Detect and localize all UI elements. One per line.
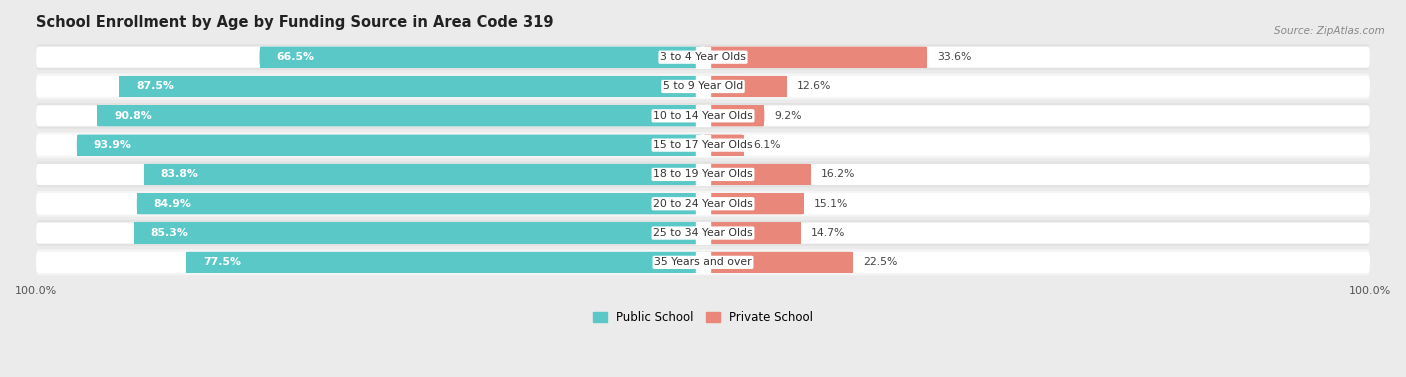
Bar	[260, 47, 703, 68]
FancyBboxPatch shape	[703, 105, 765, 126]
Text: School Enrollment by Age by Funding Source in Area Code 319: School Enrollment by Age by Funding Sour…	[37, 15, 554, 30]
Text: Source: ZipAtlas.com: Source: ZipAtlas.com	[1274, 26, 1385, 37]
FancyBboxPatch shape	[37, 132, 1369, 158]
FancyBboxPatch shape	[120, 76, 703, 97]
FancyBboxPatch shape	[37, 250, 1369, 275]
Text: 12.6%: 12.6%	[797, 81, 831, 92]
Text: 93.9%: 93.9%	[93, 140, 131, 150]
Bar	[703, 252, 853, 273]
FancyBboxPatch shape	[37, 76, 1369, 97]
Text: 15 to 17 Year Olds: 15 to 17 Year Olds	[654, 140, 752, 150]
FancyBboxPatch shape	[37, 164, 1369, 185]
Text: 16.2%: 16.2%	[821, 169, 855, 179]
FancyBboxPatch shape	[703, 164, 811, 185]
Text: 14.7%: 14.7%	[811, 228, 845, 238]
FancyBboxPatch shape	[37, 161, 1369, 187]
FancyBboxPatch shape	[37, 74, 1369, 100]
Bar	[703, 222, 801, 244]
FancyBboxPatch shape	[134, 222, 703, 244]
FancyBboxPatch shape	[37, 252, 1369, 273]
FancyBboxPatch shape	[145, 164, 703, 185]
FancyBboxPatch shape	[703, 222, 801, 244]
Text: 35 Years and over: 35 Years and over	[654, 257, 752, 267]
FancyBboxPatch shape	[37, 47, 1369, 68]
FancyBboxPatch shape	[703, 252, 853, 273]
Text: 90.8%: 90.8%	[114, 111, 152, 121]
FancyBboxPatch shape	[37, 220, 1369, 246]
Text: 6.1%: 6.1%	[754, 140, 782, 150]
FancyBboxPatch shape	[260, 47, 703, 68]
Bar	[145, 164, 703, 185]
Bar	[97, 105, 703, 126]
Text: 10 to 14 Year Olds: 10 to 14 Year Olds	[654, 111, 752, 121]
FancyBboxPatch shape	[186, 252, 703, 273]
Bar	[134, 222, 703, 244]
Text: 5 to 9 Year Old: 5 to 9 Year Old	[662, 81, 744, 92]
Bar	[77, 135, 703, 156]
Text: 20 to 24 Year Olds: 20 to 24 Year Olds	[654, 199, 752, 209]
Text: 22.5%: 22.5%	[863, 257, 897, 267]
Text: 87.5%: 87.5%	[136, 81, 174, 92]
FancyBboxPatch shape	[37, 191, 1369, 217]
Bar	[703, 47, 927, 68]
Text: 25 to 34 Year Olds: 25 to 34 Year Olds	[654, 228, 752, 238]
Text: 33.6%: 33.6%	[936, 52, 972, 62]
Bar	[703, 135, 744, 156]
Text: 84.9%: 84.9%	[153, 199, 191, 209]
Text: 9.2%: 9.2%	[775, 111, 801, 121]
FancyBboxPatch shape	[37, 105, 1369, 126]
FancyBboxPatch shape	[703, 193, 804, 214]
Bar	[703, 76, 787, 97]
Text: 18 to 19 Year Olds: 18 to 19 Year Olds	[654, 169, 752, 179]
Bar	[120, 76, 703, 97]
Text: 83.8%: 83.8%	[160, 169, 198, 179]
Text: 77.5%: 77.5%	[202, 257, 240, 267]
FancyBboxPatch shape	[37, 222, 1369, 244]
Bar	[703, 105, 765, 126]
FancyBboxPatch shape	[77, 135, 703, 156]
FancyBboxPatch shape	[703, 76, 787, 97]
FancyBboxPatch shape	[37, 44, 1369, 70]
FancyBboxPatch shape	[37, 193, 1369, 214]
FancyBboxPatch shape	[37, 135, 1369, 156]
FancyBboxPatch shape	[136, 193, 703, 214]
Text: 15.1%: 15.1%	[814, 199, 848, 209]
Text: 3 to 4 Year Olds: 3 to 4 Year Olds	[659, 52, 747, 62]
FancyBboxPatch shape	[703, 135, 744, 156]
Bar	[703, 193, 804, 214]
Text: 66.5%: 66.5%	[276, 52, 314, 62]
Text: 85.3%: 85.3%	[150, 228, 188, 238]
Bar	[136, 193, 703, 214]
Bar	[703, 164, 811, 185]
FancyBboxPatch shape	[37, 103, 1369, 129]
Legend: Public School, Private School: Public School, Private School	[588, 307, 818, 329]
FancyBboxPatch shape	[97, 105, 703, 126]
FancyBboxPatch shape	[703, 47, 927, 68]
Bar	[186, 252, 703, 273]
